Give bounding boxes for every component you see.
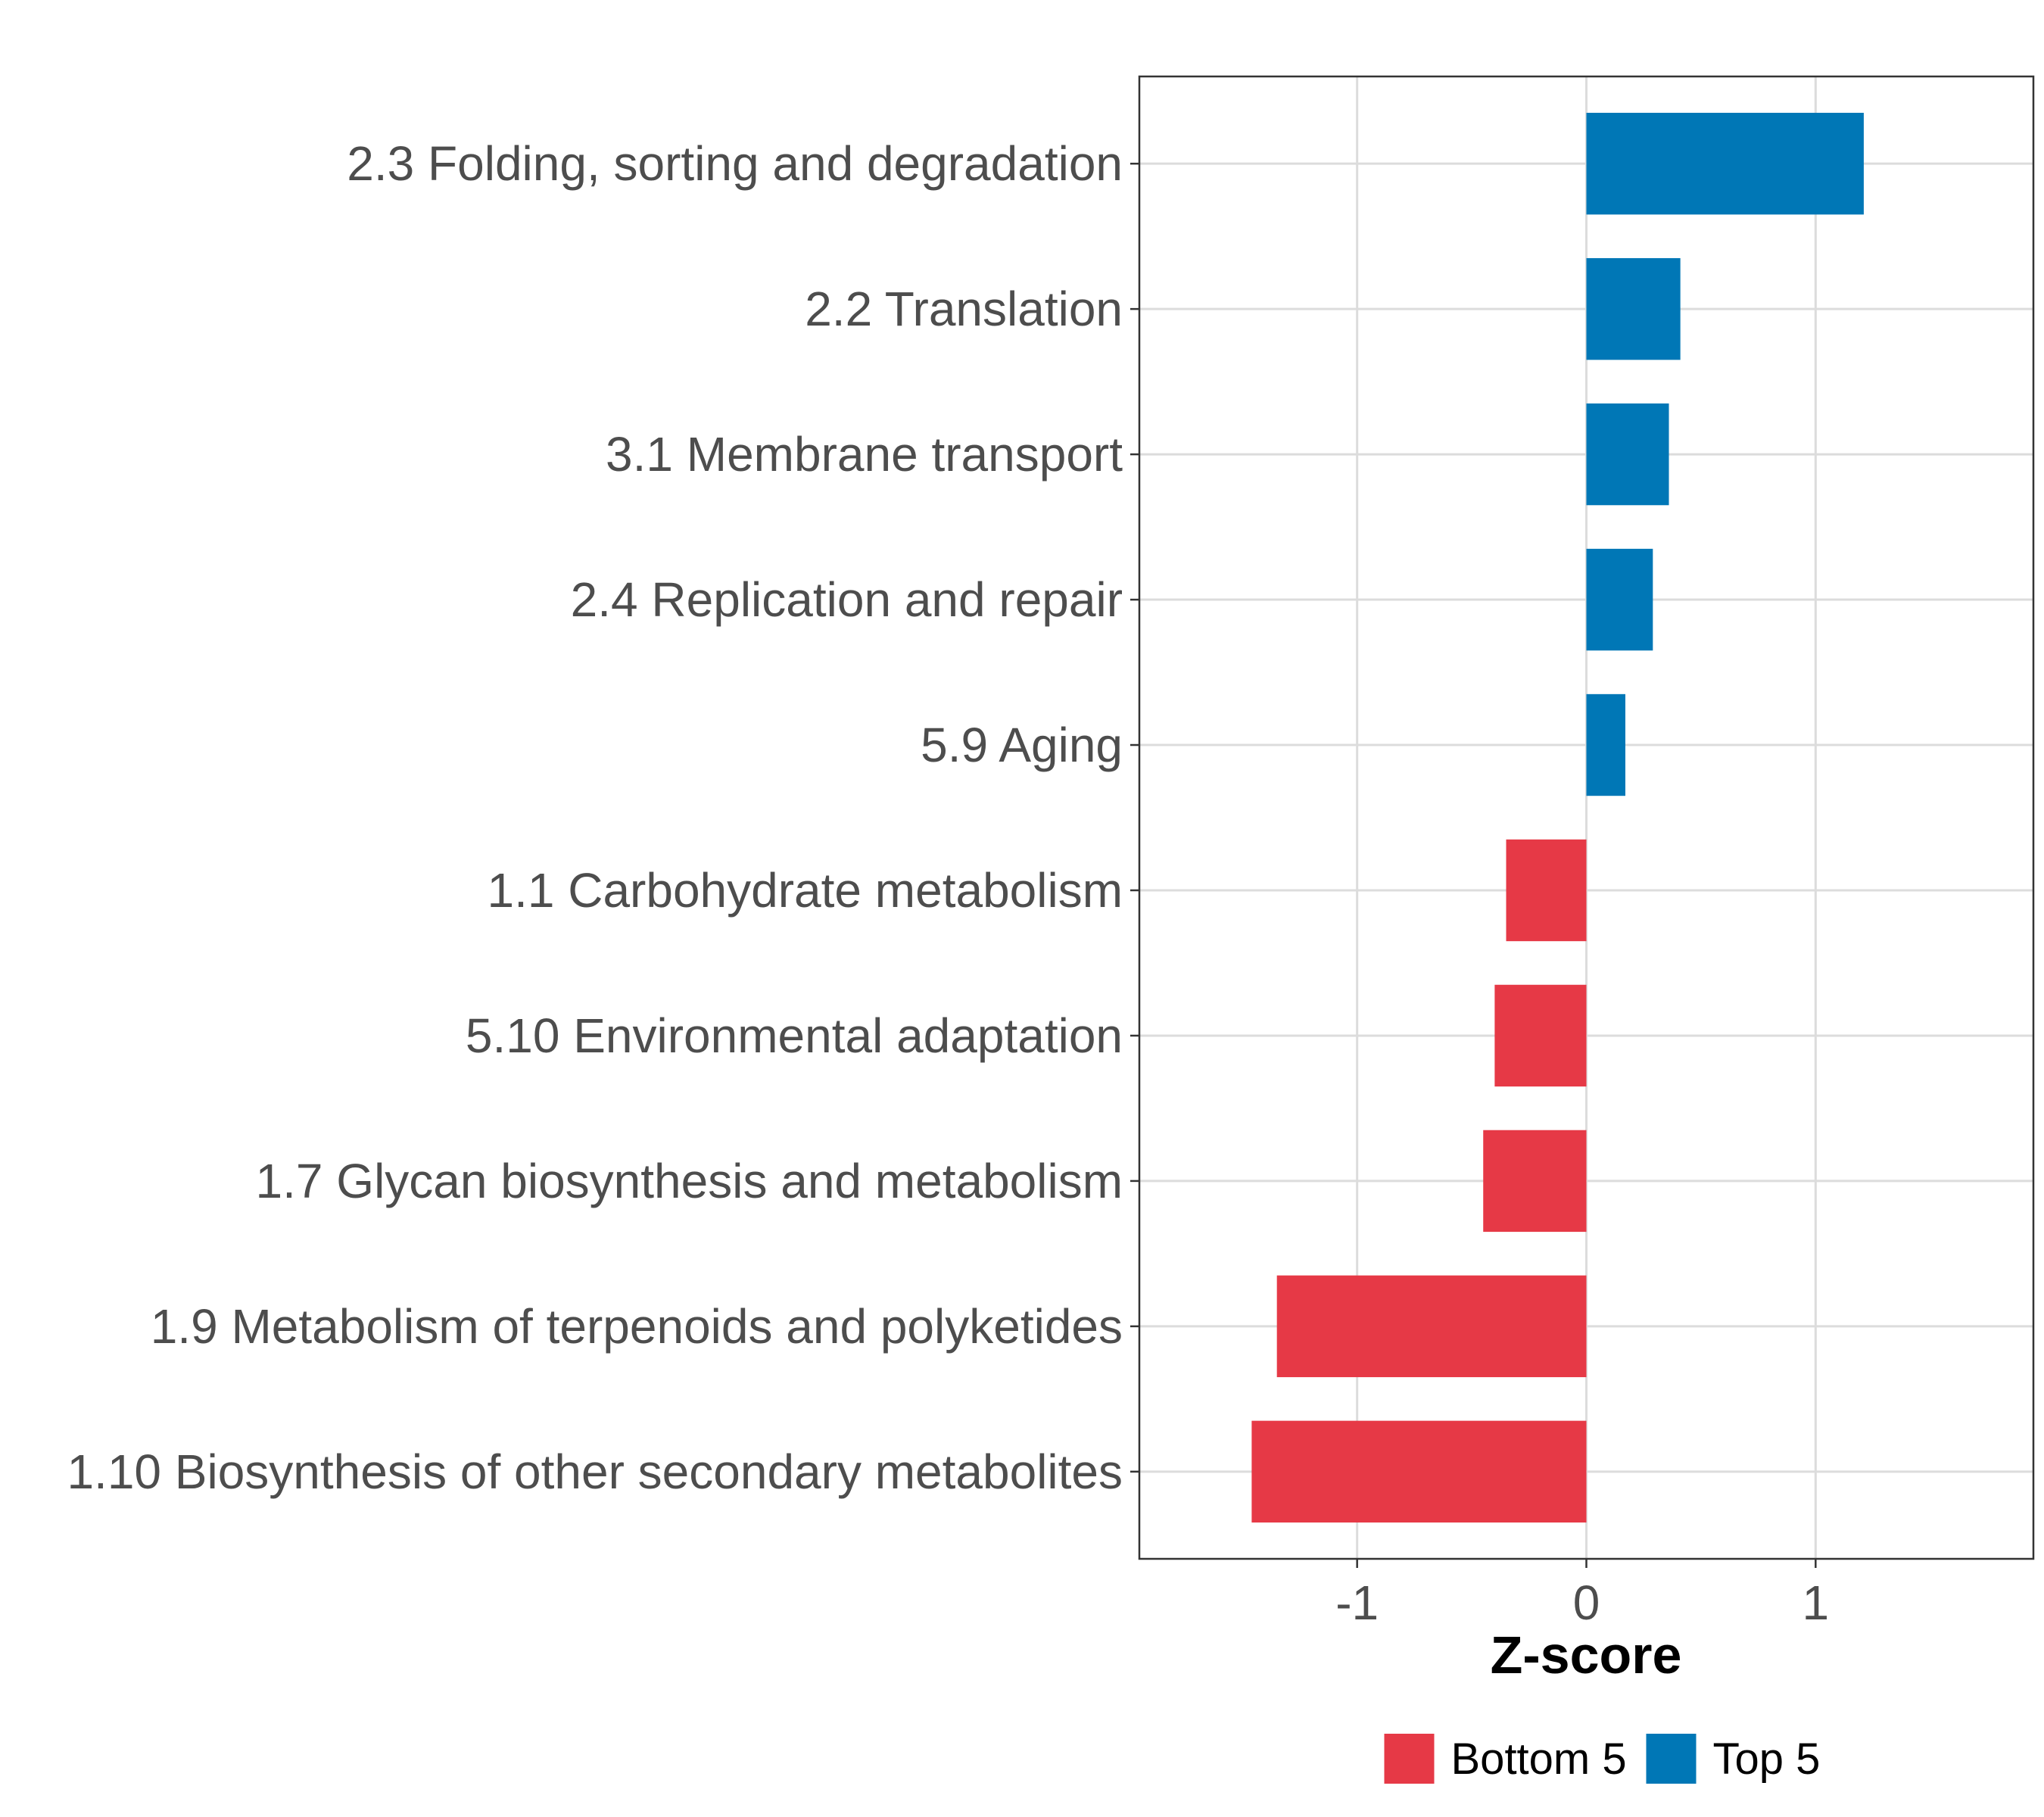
legend: Bottom 5 Top 5 bbox=[1384, 1734, 1821, 1784]
y-tick-label: 5.9 Aging bbox=[921, 718, 1123, 772]
y-tick-label: 1.9 Metabolism of terpenoids and polyket… bbox=[151, 1299, 1123, 1354]
bar bbox=[1586, 693, 1625, 796]
bar-layer bbox=[1251, 112, 1864, 1523]
y-tick-label: 1.7 Glycan biosynthesis and metabolism bbox=[256, 1154, 1123, 1208]
y-tick-label: 3.1 Membrane transport bbox=[606, 427, 1123, 482]
y-tick-label: 2.3 Folding, sorting and degradation bbox=[347, 136, 1123, 191]
bar bbox=[1276, 1275, 1587, 1378]
bar bbox=[1483, 1130, 1587, 1233]
legend-label: Top 5 bbox=[1713, 1734, 1821, 1784]
y-tick-label: 1.10 Biosynthesis of other secondary met… bbox=[67, 1445, 1123, 1499]
x-tick-label: -1 bbox=[1335, 1575, 1379, 1630]
bar bbox=[1494, 984, 1587, 1087]
x-tick-label: 0 bbox=[1573, 1575, 1600, 1630]
x-tick-label: 1 bbox=[1803, 1575, 1830, 1630]
legend-key bbox=[1646, 1734, 1697, 1784]
bar bbox=[1586, 257, 1681, 360]
x-axis: -1 0 1 bbox=[1335, 1559, 1829, 1630]
y-tick-label: 1.1 Carbohydrate metabolism bbox=[487, 863, 1123, 918]
bar bbox=[1506, 839, 1587, 942]
bar bbox=[1586, 403, 1669, 506]
legend-key bbox=[1384, 1734, 1435, 1784]
bar bbox=[1251, 1420, 1587, 1523]
y-tick-label: 2.2 Translation bbox=[805, 282, 1123, 336]
y-tick-label: 5.10 Environmental adaptation bbox=[466, 1008, 1123, 1063]
bar bbox=[1586, 548, 1653, 651]
y-axis: 2.3 Folding, sorting and degradation 2.2 … bbox=[67, 136, 1139, 1499]
legend-label: Bottom 5 bbox=[1451, 1734, 1627, 1784]
x-axis-title: Z-score bbox=[1491, 1625, 1682, 1685]
bar bbox=[1586, 112, 1864, 215]
y-tick-label: 2.4 Replication and repair bbox=[571, 572, 1123, 627]
